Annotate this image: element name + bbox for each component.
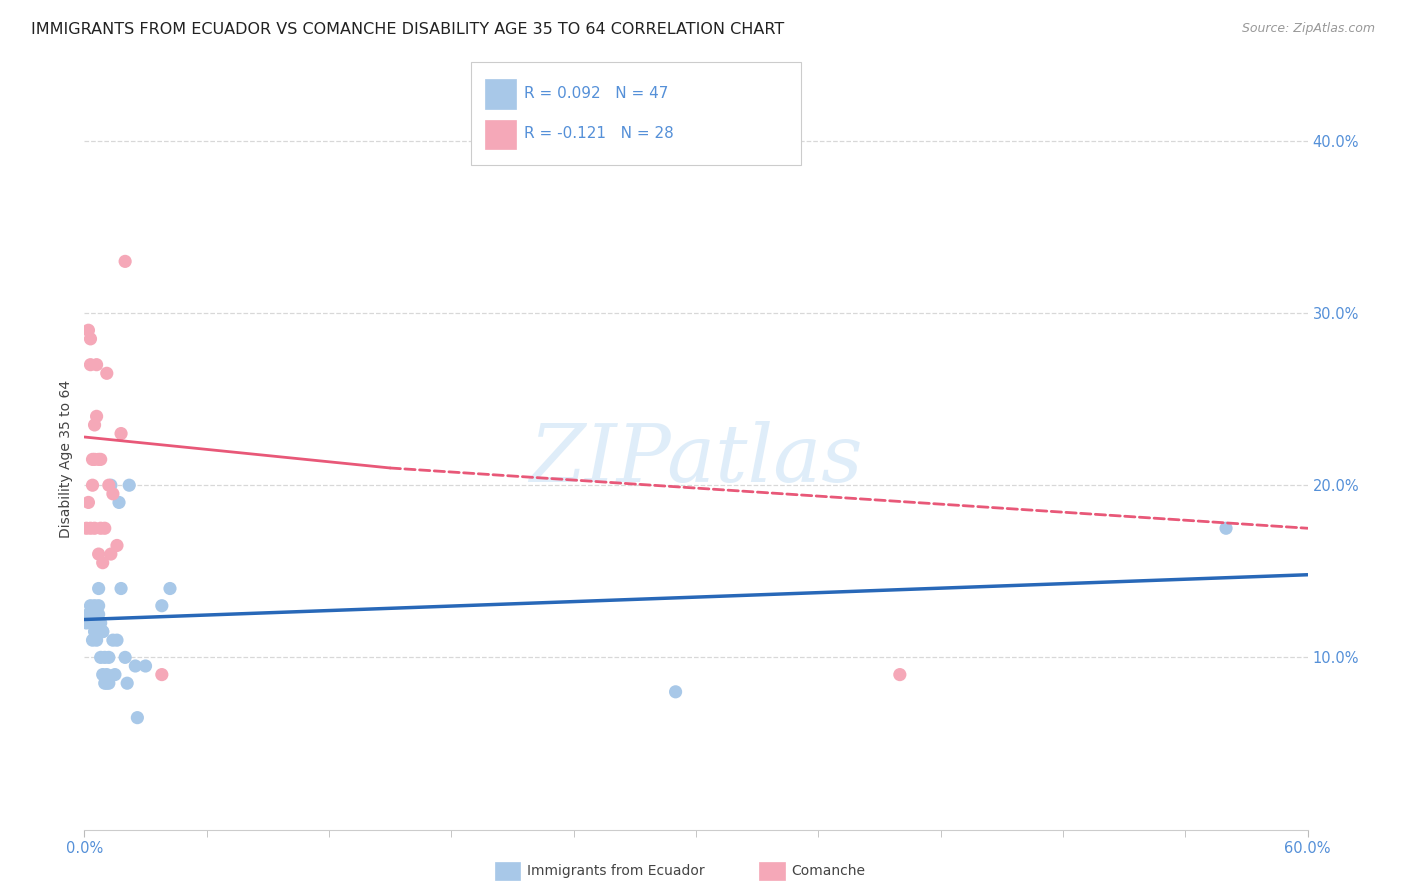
Point [115,676,138,690]
Point [83,615,105,630]
Point [93,521,115,535]
Point [90,615,112,630]
Point [86,409,108,424]
Point [96,366,118,380]
Point [77,323,100,337]
Point [105,633,128,648]
Text: IMMIGRANTS FROM ECUADOR VS COMANCHE DISABILITY AGE 35 TO 64 CORRELATION CHART: IMMIGRANTS FROM ECUADOR VS COMANCHE DISA… [31,22,785,37]
Point [87,624,110,639]
Point [82,633,104,648]
Point [86,624,108,639]
Point [100,478,122,492]
Point [96,676,118,690]
Point [91,667,114,681]
Point [77,607,100,622]
Point [90,624,112,639]
Point [86,615,108,630]
Point [105,539,128,553]
Point [91,624,114,639]
Text: ZIPatlas: ZIPatlas [529,421,863,498]
Point [97,478,120,492]
Point [104,667,127,681]
Y-axis label: Disability Age 35 to 64: Disability Age 35 to 64 [59,380,73,539]
Point [90,624,112,639]
Point [127,711,149,725]
Point [86,358,108,372]
Point [90,650,112,665]
Point [124,659,146,673]
Text: Immigrants from Ecuador: Immigrants from Ecuador [527,863,704,878]
Point [83,624,105,639]
Point [93,650,115,665]
Text: R = -0.121   N = 28: R = -0.121 N = 28 [524,127,675,141]
Point [83,521,105,535]
Point [79,599,101,613]
Point [87,599,110,613]
Point [87,615,110,630]
Point [77,495,100,509]
Point [101,487,124,501]
Point [96,667,118,681]
Point [91,624,114,639]
Point [75,615,97,630]
Point [82,452,104,467]
Point [79,521,101,535]
Point [82,478,104,492]
Point [150,667,173,681]
Point [87,582,110,596]
Point [97,650,120,665]
Point [87,452,110,467]
Point [93,676,115,690]
Point [79,332,101,346]
Point [87,547,110,561]
Point [90,452,112,467]
Point [82,615,104,630]
Point [150,599,173,613]
Point [114,650,136,665]
Point [665,685,688,699]
Point [87,607,110,622]
Point [159,582,181,596]
Point [889,667,911,681]
Point [135,659,157,673]
Point [90,521,112,535]
Point [79,615,101,630]
Point [75,521,97,535]
Point [1215,521,1237,535]
Text: Source: ZipAtlas.com: Source: ZipAtlas.com [1241,22,1375,36]
Point [118,478,141,492]
Point [79,358,101,372]
Point [114,254,136,268]
Point [83,599,105,613]
Point [91,556,114,570]
Point [83,452,105,467]
Point [101,633,124,648]
Point [108,495,131,509]
Point [83,417,105,432]
Point [100,547,122,561]
Text: R = 0.092   N = 47: R = 0.092 N = 47 [524,87,669,101]
Point [86,607,108,622]
Point [86,633,108,648]
Point [110,582,132,596]
Point [97,676,120,690]
Text: Comanche: Comanche [792,863,866,878]
Point [110,426,132,441]
